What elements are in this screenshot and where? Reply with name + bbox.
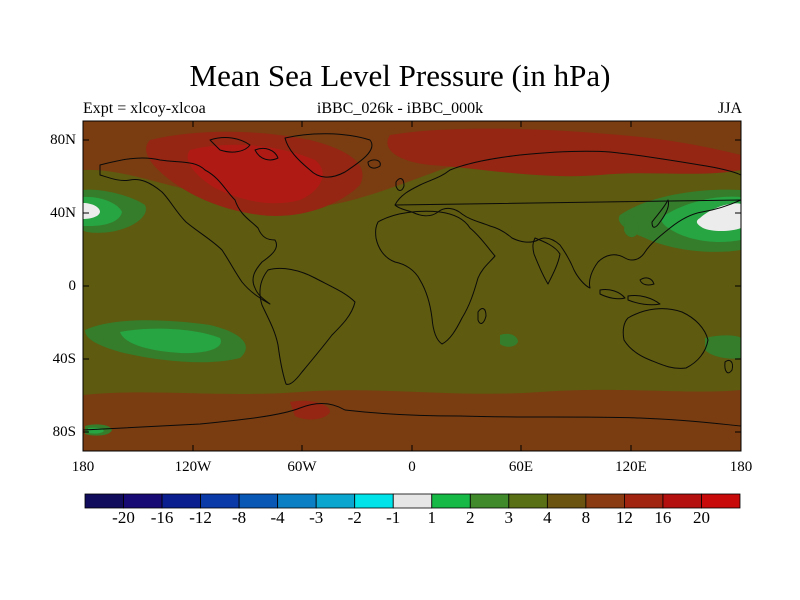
colorbar-label: 1: [427, 508, 437, 527]
coast-madagascar: [477, 308, 487, 324]
coast-south-america: [259, 267, 356, 385]
coastlines: [83, 133, 741, 431]
lon-label-180-west: 180: [71, 459, 95, 475]
colorbar-swatch: [200, 493, 240, 509]
pressure-field: [83, 121, 741, 451]
colorbar-swatch: [701, 493, 741, 509]
colorbar-label: 16: [654, 508, 672, 527]
coast-india: [532, 237, 561, 285]
coast-southeast-asia: [599, 277, 661, 306]
southern-ocean-band: [83, 389, 741, 451]
colorbar-label: -16: [150, 508, 174, 527]
north-america-core: [187, 144, 323, 204]
colorbar-swatch: [508, 493, 548, 509]
coast-north-america: [99, 157, 277, 305]
colorbar-swatch: [546, 493, 587, 509]
coast-japan: [651, 199, 669, 228]
colorbar-label: -8: [232, 508, 247, 527]
coast-antarctica: [83, 403, 741, 431]
colorbar: [84, 493, 741, 509]
colorbar-swatch: [431, 493, 471, 509]
coast-eurasia: [394, 150, 741, 289]
colorbar-label: 4: [543, 508, 552, 527]
colorbar-swatch: [277, 493, 317, 509]
colorbar-label: -2: [347, 508, 362, 527]
colorbar-swatch: [161, 493, 201, 509]
colorbar-label: -3: [309, 508, 324, 527]
experiment-difference-label: iBBC_026k - iBBC_000k: [316, 100, 484, 117]
colorbar-swatch: [123, 493, 163, 509]
colorbar-swatch: [354, 493, 394, 509]
colorbar-label: -12: [189, 508, 212, 527]
colorbar-swatch: [662, 493, 702, 509]
colorbar-swatch: [238, 493, 279, 509]
lat-label-40s: 40S: [52, 351, 76, 367]
lon-label-60e: 60E: [508, 459, 534, 475]
coast-greenland: [284, 133, 373, 178]
colorbar-swatch: [84, 493, 124, 509]
south-pacific-core: [120, 328, 221, 354]
coast-australia: [622, 308, 709, 369]
season-label: JJA: [717, 100, 742, 117]
colorbar-swatch: [585, 493, 625, 509]
colorbar-label: 20: [693, 508, 710, 527]
colorbar-label: 8: [581, 508, 591, 527]
lat-label-40n: 40N: [50, 205, 76, 221]
map-title: Mean Sea Level Pressure (in hPa): [189, 58, 611, 93]
map-ticks: [82, 121, 742, 451]
colorbar-label: -1: [386, 508, 401, 527]
colorbar-label: 3: [504, 508, 514, 527]
north-pacific-east-max: [696, 203, 741, 231]
lon-label-180-east: 180: [729, 459, 753, 475]
north-pacific-west-max: [83, 203, 100, 219]
colorbar-swatch: [392, 493, 433, 509]
colorbar-label: -4: [270, 508, 285, 527]
lon-label-120e: 120E: [615, 459, 647, 475]
coast-arctic-islands: [209, 137, 279, 161]
lat-label-80s: 80S: [52, 424, 76, 440]
antarctic-red-patch: [290, 400, 330, 420]
lat-label-equator: 0: [68, 278, 77, 294]
lon-label-60w: 60W: [287, 459, 317, 475]
colorbar-swatch: [469, 493, 510, 509]
experiment-label: Expt = xlcoy-xlcoa: [83, 100, 206, 117]
colorbar-label: 12: [615, 508, 633, 527]
colorbar-label: 2: [466, 508, 475, 527]
colorbar-label: -20: [112, 508, 135, 527]
coast-british-isles: [395, 178, 405, 191]
lat-label-80n: 80N: [50, 132, 76, 148]
coast-new-zealand: [724, 359, 733, 374]
north-pacific-west-core: [83, 196, 122, 226]
colorbar-swatch: [624, 493, 664, 509]
indian-ocean-green: [500, 333, 518, 347]
lon-label-120w: 120W: [174, 459, 212, 475]
colorbar-swatch: [315, 493, 356, 509]
lon-label-0: 0: [408, 459, 416, 475]
south-australia-green: [705, 335, 741, 359]
eurasia-anomaly: [387, 128, 741, 177]
coast-iceland: [367, 159, 381, 169]
east-asia-patch: [624, 214, 639, 238]
coast-africa: [375, 210, 496, 345]
